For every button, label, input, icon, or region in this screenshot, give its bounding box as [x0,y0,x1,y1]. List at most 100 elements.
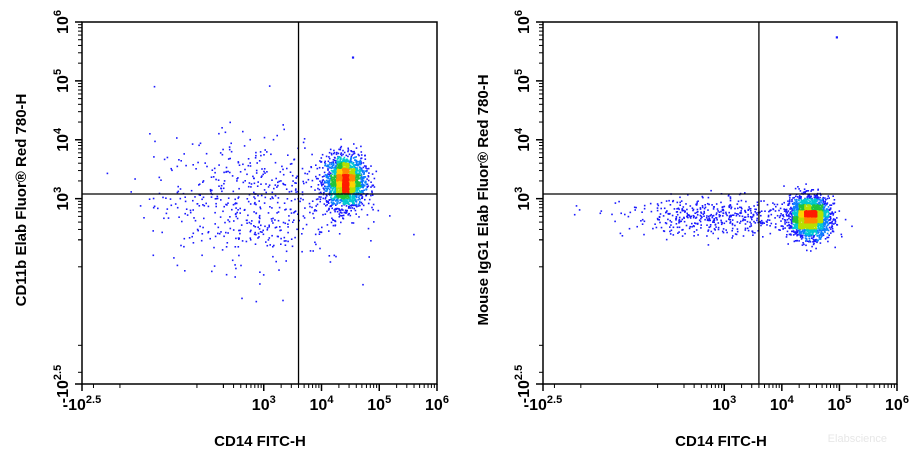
event-dot [287,231,289,234]
event-dot [728,215,731,217]
event-dot [356,191,358,194]
event-dot [377,209,380,212]
event-dot [337,152,340,155]
event-dot [271,207,273,209]
event-dot [229,157,231,160]
event-dot [834,220,837,223]
event-dot [330,190,333,192]
event-dot [802,229,804,231]
event-dot [815,226,817,229]
event-dot [831,225,833,227]
event-dot [654,223,656,225]
event-dot [788,233,791,236]
event-dot [766,224,768,226]
event-dot [795,226,798,228]
event-dot [221,127,223,129]
event-dot [330,175,332,178]
event-dot [788,224,790,226]
event-dot [355,182,358,184]
event-dot [806,220,808,223]
event-dot [334,220,336,222]
event-dot [273,187,275,190]
event-dot [336,174,339,177]
event-dot [811,200,814,202]
event-dot [338,156,341,158]
event-dot [324,181,326,184]
event-dot [333,149,335,152]
event-dot [810,200,812,203]
event-dot [176,206,179,209]
event-dot [349,177,352,179]
event-dot [340,152,343,154]
event-dot [359,170,362,172]
event-dot [838,210,841,212]
event-dot [322,213,324,216]
event-dot [238,229,240,232]
event-dot [795,220,797,223]
event-dot [679,201,681,204]
event-dot [728,206,731,209]
event-dot [348,212,350,215]
event-dot [330,167,333,170]
event-dot [225,203,227,206]
event-dot [263,168,266,170]
event-dot [800,227,803,229]
event-dot [811,224,814,226]
event-dot [241,240,244,242]
event-dot [658,219,660,221]
event-dot [255,151,257,154]
event-dot [814,230,816,233]
event-dot [801,219,804,221]
event-dot [350,158,352,161]
event-dot [345,211,348,213]
event-dot [800,212,803,215]
event-dot [326,176,328,179]
event-dot [219,216,222,218]
event-dot [720,221,723,223]
event-dot [327,180,329,182]
event-dot [682,206,685,208]
right-y-axis-title: Mouse IgG1 Elab Fluor® Red 780-H [475,74,492,325]
event-dot [338,169,341,171]
event-dot [347,174,349,176]
event-dot [347,168,350,171]
event-dot [315,243,317,246]
event-dot [792,209,795,212]
event-dot [814,198,817,201]
event-dot [785,208,788,211]
event-dot [809,206,811,209]
event-dot [228,146,231,148]
event-dot [801,200,803,202]
event-dot [573,213,576,216]
event-dot [217,179,220,181]
event-dot [347,181,349,183]
event-dot [749,221,751,224]
event-dot [302,141,305,144]
event-dot [335,171,337,174]
x-tick-label: 105 [367,394,391,414]
event-dot [679,204,681,206]
event-dot [677,207,680,210]
event-dot [304,207,306,209]
event-dot [358,190,361,193]
event-dot [703,207,706,210]
event-dot [318,231,321,233]
event-dot [152,230,154,232]
event-dot [828,226,831,229]
event-dot [800,199,802,201]
event-dot [325,175,328,178]
event-dot [342,172,345,175]
event-dot [325,204,327,207]
event-dot [774,210,777,212]
event-dot [267,212,270,214]
event-dot [158,176,161,179]
event-dot [218,185,220,187]
event-dot [326,189,328,191]
event-dot [319,160,321,162]
event-dot [802,227,804,230]
event-dot [235,207,237,209]
event-dot [792,220,794,222]
event-dot [338,177,341,180]
event-dot [806,217,808,219]
event-dot [340,154,343,157]
